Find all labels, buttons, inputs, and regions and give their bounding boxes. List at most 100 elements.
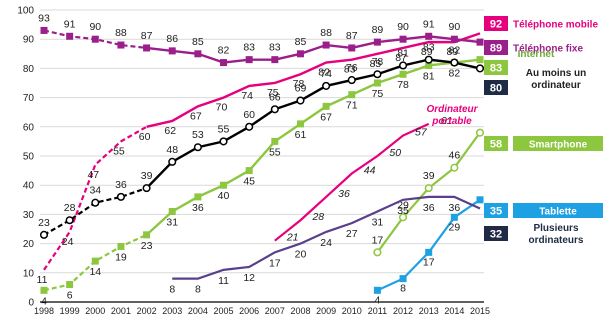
data-point: [424, 184, 433, 193]
x-tick-label: 2013: [419, 306, 439, 316]
data-label: 90: [449, 21, 461, 33]
data-point: [168, 207, 176, 215]
data-label: 36: [192, 202, 204, 214]
data-point: [65, 216, 74, 225]
x-tick-label: 2010: [342, 306, 362, 316]
series-line-dashed: [43, 125, 148, 271]
data-label: 78: [397, 79, 409, 91]
annotation-line: portable: [431, 116, 472, 127]
data-label: 6: [67, 289, 73, 301]
legend-label: Plusieurs: [533, 223, 578, 234]
data-label: 82: [449, 68, 461, 80]
data-point: [348, 91, 356, 99]
data-point: [373, 38, 381, 46]
data-label: 21: [286, 232, 299, 244]
data-label: 39: [141, 170, 153, 182]
x-tick-label: 2014: [444, 306, 464, 316]
data-label: 14: [89, 266, 101, 278]
data-label: 4: [41, 295, 47, 307]
data-point: [296, 120, 304, 128]
data-label: 55: [113, 145, 125, 157]
legend-value: 80: [490, 83, 502, 95]
data-point: [116, 192, 125, 201]
data-point: [40, 26, 48, 34]
data-point: [399, 213, 408, 222]
data-point: [168, 47, 176, 55]
series-line: [274, 122, 430, 242]
data-label: 90: [397, 21, 409, 33]
data-label: 90: [89, 21, 101, 33]
legend-value: 83: [490, 63, 502, 75]
legend-label: Au moins un: [526, 68, 587, 79]
data-label: 36: [449, 202, 461, 214]
data-label: 55: [269, 146, 281, 158]
data-point: [450, 163, 459, 172]
x-tick-label: 2008: [290, 306, 310, 316]
series-t-l-phone-mobile: 11 24 47 55 60 62 67 70 74 75 78 82 83 85 87 89 89: [37, 32, 481, 286]
legend-value: 32: [490, 229, 502, 241]
data-point: [220, 59, 228, 67]
legend-label: ordinateurs: [528, 235, 583, 246]
data-point: [143, 231, 151, 239]
data-label: 48: [166, 144, 178, 156]
y-tick-label: 40: [23, 181, 35, 192]
x-tick-label: 2006: [239, 306, 259, 316]
data-label: 88: [115, 27, 127, 39]
legend-badge: [484, 40, 508, 55]
data-label: 4: [374, 294, 380, 306]
data-label: 87: [141, 30, 153, 42]
data-label: 12: [243, 272, 255, 284]
data-point: [296, 96, 305, 105]
data-label: 46: [449, 150, 461, 162]
data-label: 83: [243, 42, 255, 54]
data-label: 23: [38, 217, 50, 229]
data-point: [220, 181, 228, 189]
data-label: 71: [346, 100, 358, 112]
data-point: [66, 280, 74, 288]
data-point: [373, 248, 382, 257]
data-label: 75: [372, 88, 384, 100]
x-tick-label: 2015: [470, 306, 490, 316]
data-point: [194, 193, 202, 201]
data-point: [450, 35, 458, 43]
data-label: 60: [139, 131, 151, 143]
data-label: 17: [372, 234, 384, 246]
data-label: 35: [397, 205, 409, 217]
data-label: 69: [295, 83, 307, 95]
data-label: 86: [166, 33, 178, 45]
series-au-moins-un-ordinateur: 23 28 34 36 39 48 53 55 60 66 69 74 76 78 81 83 82: [38, 42, 485, 239]
data-label: 87: [346, 30, 358, 42]
data-label: 91: [423, 18, 435, 30]
data-label: 57: [415, 127, 428, 139]
data-label: 74: [320, 68, 332, 80]
data-point: [348, 44, 356, 52]
data-point: [117, 41, 125, 49]
data-point: [425, 61, 433, 69]
data-label: 29: [397, 199, 409, 211]
x-axis-ticks: 1998 1999 2000 2001 2002 2003 2004 2005 2006 2007…: [34, 306, 490, 316]
data-label: 23: [141, 240, 153, 252]
data-label: 70: [216, 102, 228, 114]
data-point: [450, 58, 459, 67]
x-tick-label: 1998: [34, 306, 54, 316]
data-label: 24: [62, 236, 74, 248]
data-label: 24: [320, 237, 332, 249]
data-label: 17: [423, 256, 435, 268]
legend-badge: [484, 203, 508, 218]
legend-value: 58: [490, 139, 502, 151]
data-label: 8: [195, 284, 201, 296]
data-label: 62: [164, 125, 176, 137]
data-label: 40: [218, 190, 230, 202]
data-label: 89: [372, 24, 384, 36]
x-tick-label: 2001: [111, 306, 131, 316]
data-point: [399, 275, 407, 283]
data-label: 83: [423, 42, 435, 54]
legend-item: 83 Internet: [484, 49, 555, 75]
data-label: 89: [447, 46, 459, 58]
legend-label: Téléphone mobile: [513, 20, 598, 31]
y-tick-label: 90: [23, 35, 35, 46]
data-label: 27: [346, 228, 358, 240]
data-point: [270, 105, 279, 114]
